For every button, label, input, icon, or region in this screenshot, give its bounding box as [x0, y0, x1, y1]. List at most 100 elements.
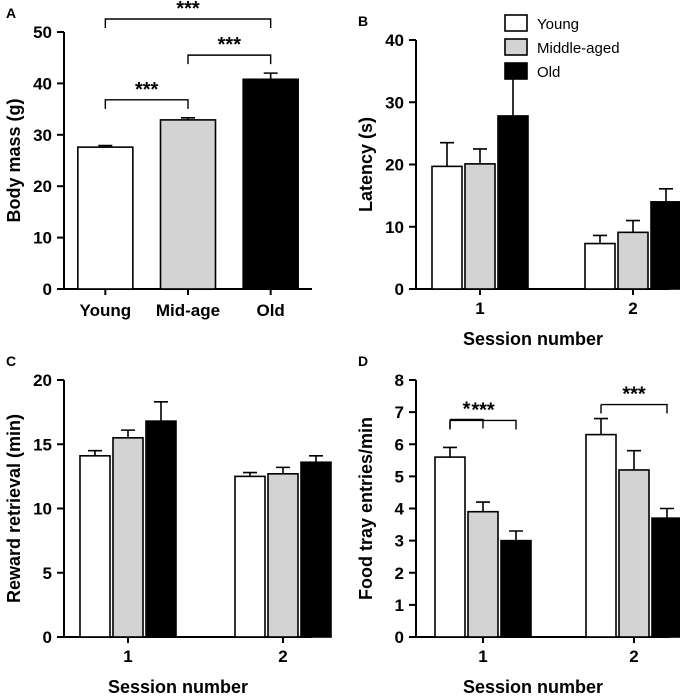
panel-d-ytick-label-6: 6	[395, 435, 404, 454]
panel-b-y-axis-label: Latency (s)	[356, 117, 376, 212]
legend-swatch-young	[504, 14, 528, 32]
panel-a-ytick-label-0: 0	[43, 280, 52, 299]
panel-a-sig-label-0: ***	[135, 79, 159, 101]
panel-c-y-axis-label: Reward retrieval (min)	[4, 414, 24, 603]
panel-b: B 0 10 20 30 40 Latency (s) 1 2 Session number	[356, 13, 680, 349]
panel-d-bar-session-2-young	[585, 433, 617, 638]
legend-item-old: Old	[504, 62, 560, 81]
panel-b-ytick-label-10: 10	[385, 218, 404, 237]
panel-c-ytick-label-10: 10	[33, 500, 52, 519]
panel-d-ytick-label-3: 3	[395, 532, 404, 551]
panel-b-bar-session-1-young	[431, 165, 463, 290]
panel-d-sig-bracket-2	[600, 403, 668, 414]
panel-d-sig-bracket-1	[449, 419, 517, 430]
panel-a-ytick-label-30: 30	[33, 126, 52, 145]
panel-d-errorbar-session-1-young	[443, 446, 457, 458]
legend-label-young: Young	[537, 16, 579, 33]
legend-item-middle-aged: Middle-aged	[504, 38, 620, 57]
panel-a-bar-mid-age	[159, 119, 217, 290]
panel-d-bar-session-1-middle-aged	[467, 510, 499, 638]
panel-a: A 0 10 20 30 40 50 Body mass (g) Young Mid-age Old…	[4, 0, 312, 320]
panel-c-errorbar-session-2-old	[309, 455, 323, 463]
legend-item-young: Young	[504, 14, 579, 33]
panel-c-letter: C	[6, 353, 16, 369]
panel-c-errorbar-session-1-young	[88, 449, 102, 456]
panel-b-errorbar-session-2-old	[659, 187, 673, 202]
panel-c-errorbar-session-2-middle-aged	[276, 466, 290, 474]
panel-b-xtick-label-2: 2	[628, 299, 637, 318]
panel-d-y-axis-label: Food tray entries/min	[356, 417, 376, 600]
legend-label-middle-aged: Middle-aged	[537, 40, 620, 57]
panel-d-bar-session-1-young	[434, 456, 466, 638]
panel-c-bar-session-1-middle-aged	[112, 437, 144, 638]
panel-c-bar-session-1-young	[79, 455, 111, 638]
panel-b-errorbar-session-2-young	[593, 234, 607, 244]
panel-c-bar-session-2-young	[234, 475, 266, 638]
panel-c-xtick-label-1: 1	[123, 647, 132, 666]
panel-c-ytick-label-20: 20	[33, 371, 52, 390]
panel-b-ytick-label-40: 40	[385, 31, 404, 50]
panel-d-ytick-label-8: 8	[395, 371, 404, 390]
panel-d-ytick-label-1: 1	[395, 596, 404, 615]
legend-swatch-middle-aged	[504, 38, 528, 56]
panel-c-ytick-label-0: 0	[43, 628, 52, 647]
panel-a-errorbar-old	[263, 72, 278, 80]
panel-d-sig-label-0: *	[463, 398, 471, 420]
panel-a-letter: A	[6, 5, 16, 21]
panel-d-xtick-label-2: 2	[629, 647, 638, 666]
panel-a-y-axis-label: Body mass (g)	[4, 98, 24, 222]
panel-d-letter: D	[358, 353, 368, 369]
panel-c-x-axis-label: Session number	[108, 677, 248, 697]
panel-a-sig-label-1: ***	[218, 34, 242, 56]
panel-b-bar-session-2-young	[584, 242, 616, 290]
panel-a-ytick-label-40: 40	[33, 74, 52, 93]
panel-a-bar-old	[242, 78, 299, 290]
panel-d: D 0 1 2 3 4 5 6 7 8 Food tray entries/min 1 2 Session…	[356, 353, 680, 697]
panel-b-bar-session-2-old	[650, 201, 680, 290]
panel-c-bar-session-1-old	[145, 420, 177, 638]
panel-d-sig-label-2: ***	[622, 384, 646, 406]
panel-d-bar-session-2-middle-aged	[618, 469, 650, 638]
panel-c-bar-session-2-old	[300, 461, 332, 638]
panel-a-bar-young	[77, 146, 134, 290]
panel-d-sig-label-1: ***	[471, 399, 495, 421]
panel-a-errorbar-mid-age	[181, 117, 195, 120]
panel-a-errorbar-young	[98, 144, 113, 148]
panel-a-sig-bracket-1	[187, 54, 272, 65]
panel-c-ytick-label-15: 15	[33, 435, 52, 454]
panel-b-letter: B	[358, 13, 368, 29]
panel-d-errorbar-session-2-old	[660, 507, 674, 519]
panel-a-ytick-label-20: 20	[33, 177, 52, 196]
panel-a-xtick-label-young: Young	[80, 301, 132, 320]
panel-b-ytick-label-30: 30	[385, 93, 404, 112]
panel-b-bar-session-2-middle-aged	[617, 231, 649, 290]
panel-a-xtick-label-mid-age: Mid-age	[156, 301, 220, 320]
panel-d-xtick-label-1: 1	[478, 647, 487, 666]
panel-b-bar-session-1-middle-aged	[464, 163, 496, 290]
panel-d-ytick-label-0: 0	[395, 628, 404, 647]
panel-a-xtick-label-old: Old	[256, 301, 284, 320]
panel-d-errorbar-session-2-middle-aged	[627, 449, 641, 470]
panel-a-sig-bracket-2	[104, 18, 272, 28]
panel-a-ytick-label-10: 10	[33, 229, 52, 248]
legend-swatch-old	[504, 62, 528, 80]
panel-c-bar-session-2-middle-aged	[267, 473, 299, 638]
panel-d-ytick-label-5: 5	[395, 467, 404, 486]
panel-d-bar-session-1-old	[500, 539, 532, 638]
panel-b-errorbar-session-1-middle-aged	[473, 148, 487, 164]
panel-d-ytick-label-7: 7	[395, 403, 404, 422]
panel-b-bar-session-1-old	[497, 115, 529, 290]
panel-b-errorbar-session-1-young	[440, 141, 454, 167]
panel-c-xtick-label-2: 2	[278, 647, 287, 666]
panel-c-errorbar-session-1-old	[154, 401, 168, 422]
panel-d-errorbar-session-1-old	[509, 530, 523, 541]
legend-label-old: Old	[537, 64, 560, 81]
panel-a-sig-label-2: ***	[176, 0, 200, 20]
panel-b-ytick-label-20: 20	[385, 156, 404, 175]
panel-b-errorbar-session-2-middle-aged	[626, 219, 640, 233]
panel-b-xtick-label-1: 1	[475, 299, 484, 318]
panel-b-errorbar-session-1-old	[506, 77, 520, 116]
panel-b-x-axis-label: Session number	[463, 329, 603, 349]
panel-a-ytick-label-50: 50	[33, 23, 52, 42]
